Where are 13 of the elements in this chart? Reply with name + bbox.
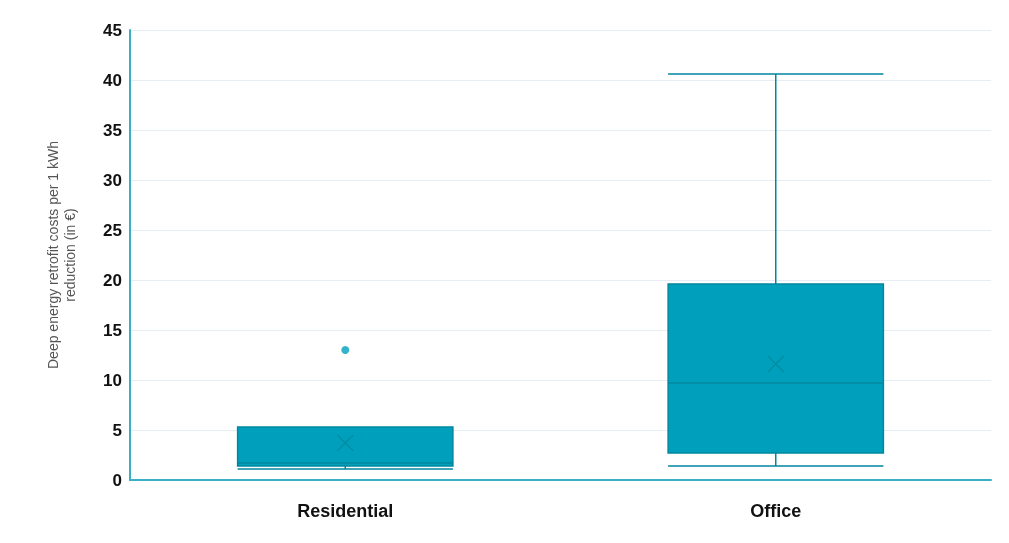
x-tick-label: Residential [297,501,394,521]
y-tick-label: 45 [103,20,122,40]
y-tick-label: 25 [103,220,122,240]
y-tick-label: 10 [103,370,122,390]
y-tick-label: 35 [103,120,122,140]
y-tick-label: 5 [112,420,122,440]
y-tick-label: 0 [112,470,122,490]
x-tick-label: Office [750,501,802,521]
y-tick-label: 20 [103,270,122,290]
y-axis-title: Deep energy retrofit costs per 1 kWh reduction (in €) [44,141,78,369]
y-tick-label: 15 [103,320,122,340]
y-tick-label: 40 [103,70,122,90]
y-tick-label: 30 [103,170,122,190]
